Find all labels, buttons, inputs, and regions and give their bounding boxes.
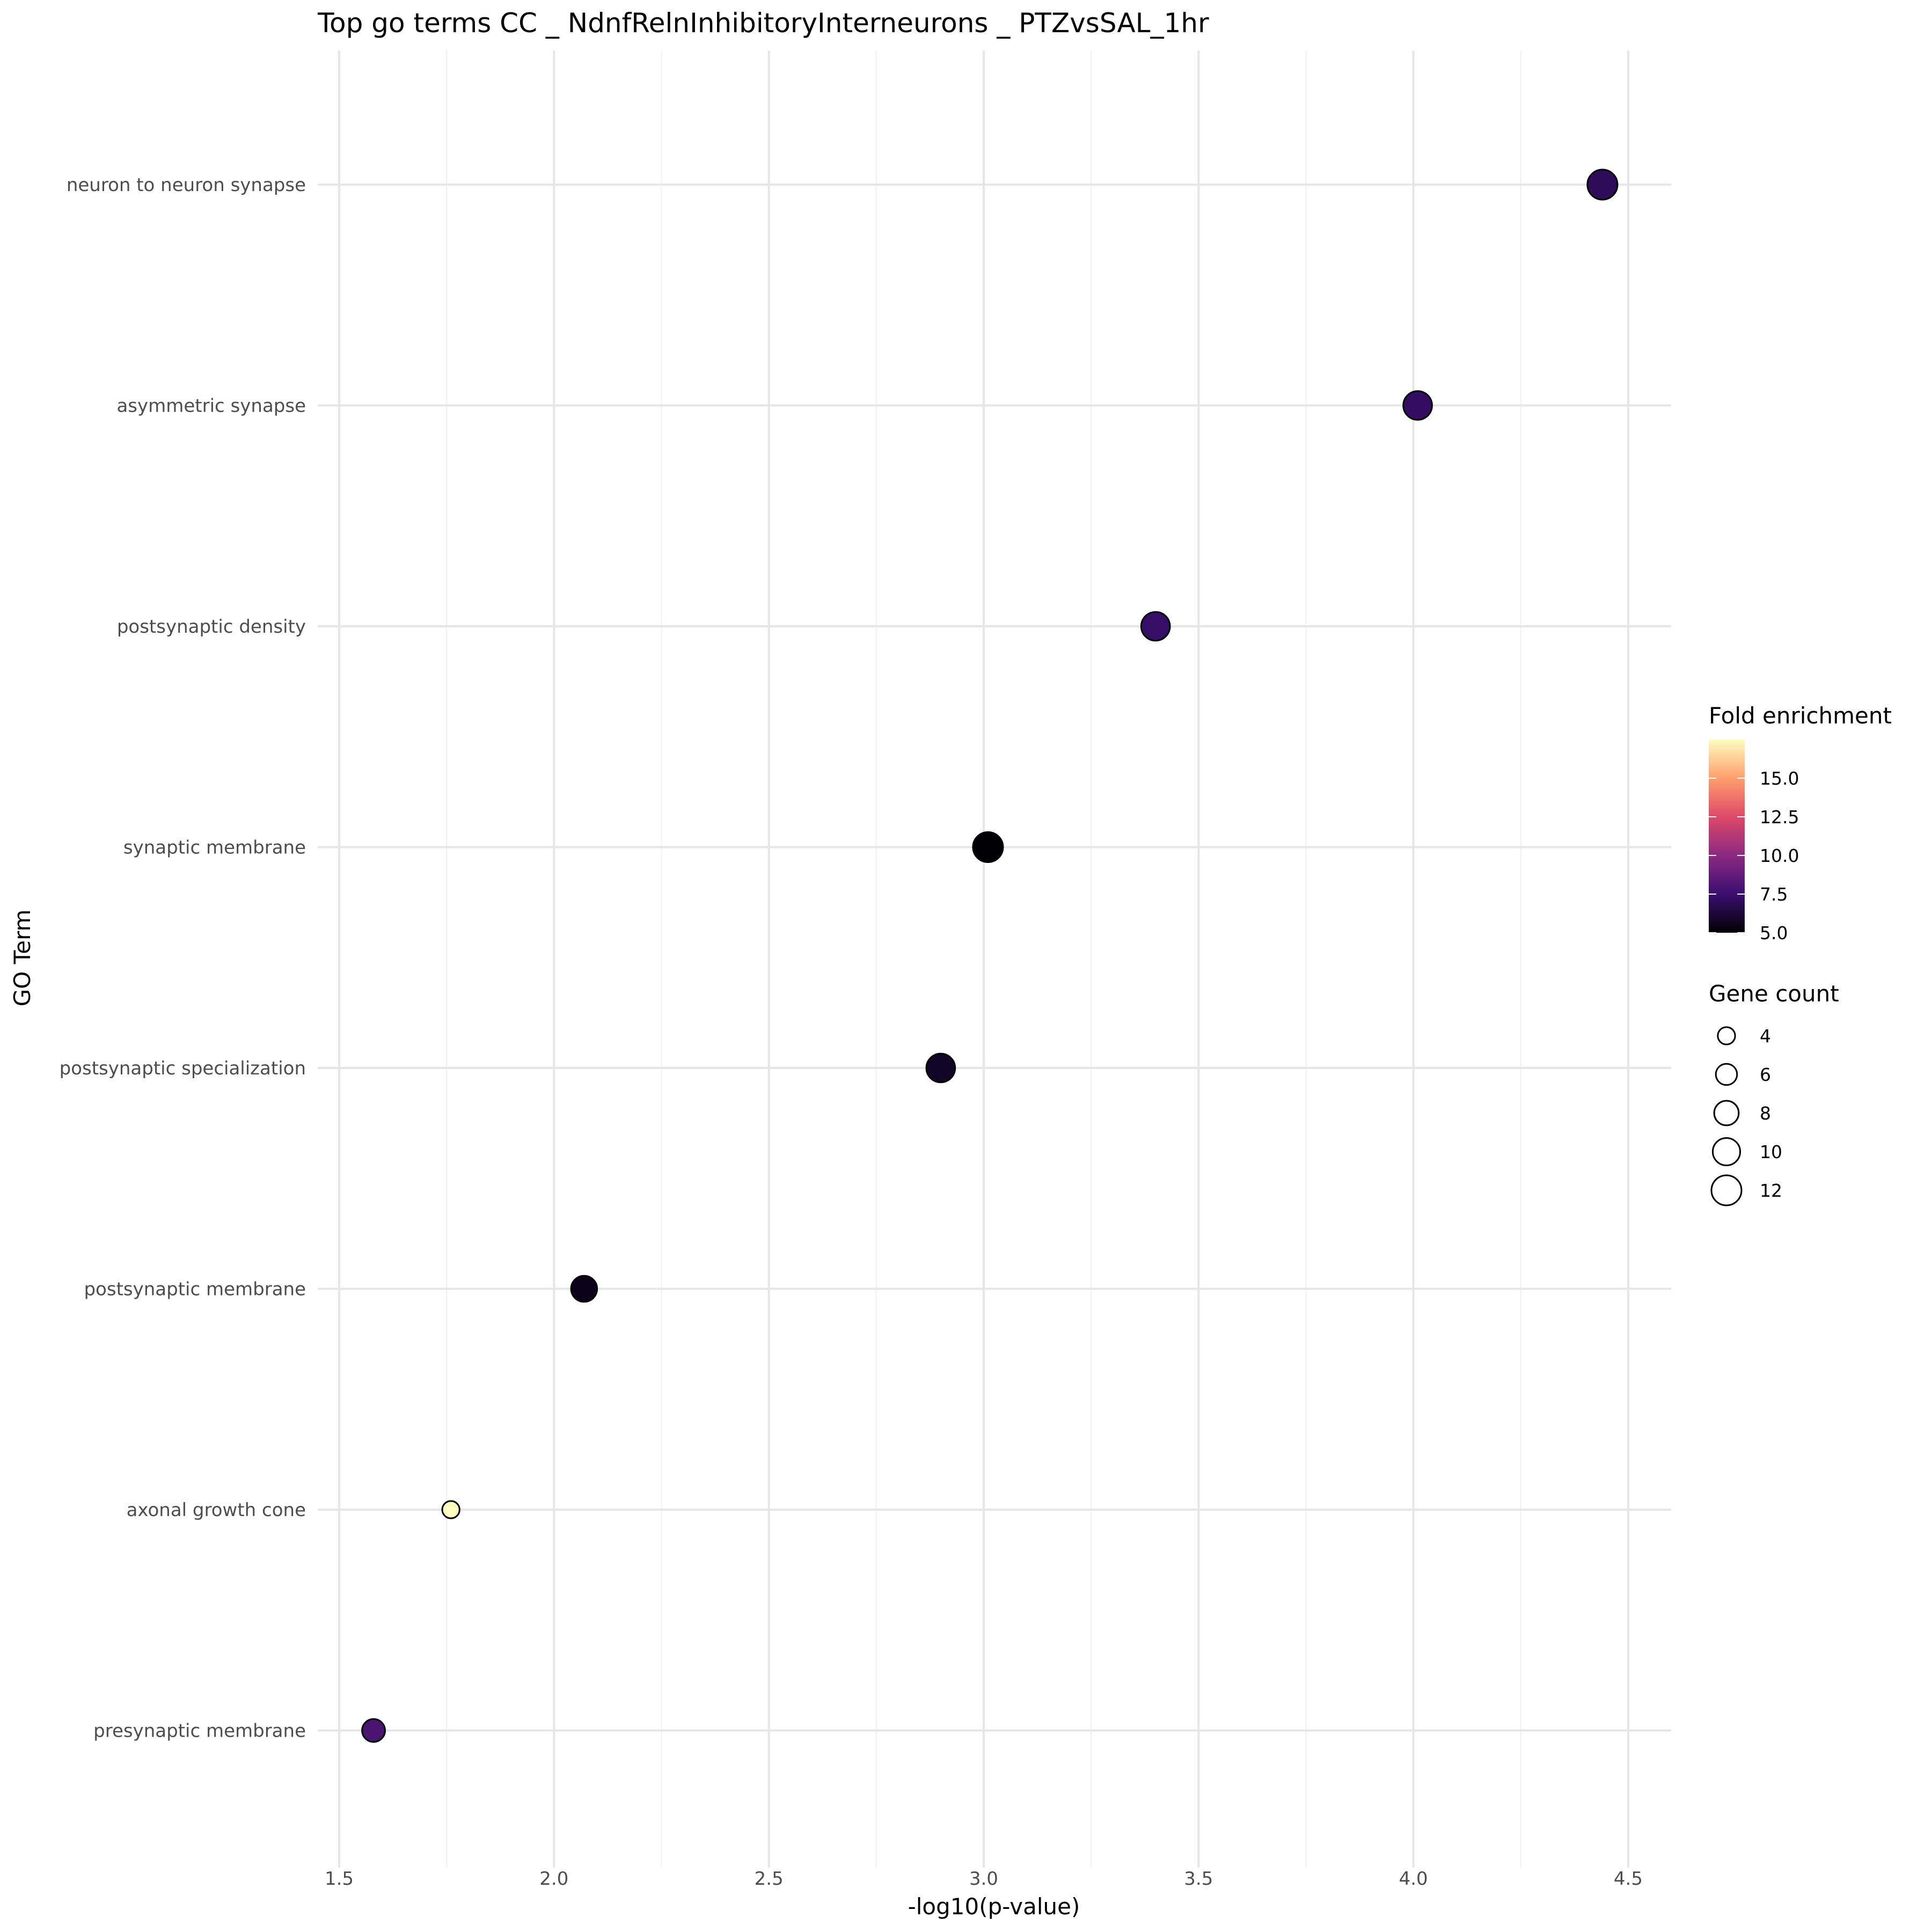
y-tick-label: neuron to neuron synapse bbox=[67, 174, 306, 196]
y-tick-label: postsynaptic membrane bbox=[84, 1279, 306, 1300]
x-tick-label: 4.0 bbox=[1399, 1868, 1428, 1890]
y-tick-label: presynaptic membrane bbox=[93, 1721, 306, 1742]
color-bar bbox=[1709, 740, 1745, 933]
size-legend: Gene count 4 6 8 10 12 bbox=[1709, 980, 1839, 1206]
data-point bbox=[570, 1275, 598, 1303]
color-legend-label: 5.0 bbox=[1760, 923, 1788, 943]
x-tick-label: 2.5 bbox=[755, 1868, 784, 1890]
y-tick-labels: neuron to neuron synapse asymmetric synap… bbox=[60, 174, 306, 1742]
x-axis-title: -log10(p-value) bbox=[908, 1893, 1080, 1920]
x-tick-label: 3.0 bbox=[969, 1868, 998, 1890]
size-legend-symbol bbox=[1710, 1174, 1743, 1206]
size-legend-label: 12 bbox=[1760, 1180, 1782, 1201]
size-legend-symbol bbox=[1715, 1063, 1738, 1086]
color-legend: Fold enrichment 15.0 12.5 10.0 7.5 5.0 bbox=[1709, 702, 1892, 943]
y-tick-label: axonal growth cone bbox=[127, 1499, 306, 1521]
size-legend-symbol bbox=[1717, 1026, 1736, 1045]
grid-lines bbox=[318, 50, 1671, 1868]
y-tick-label: synaptic membrane bbox=[123, 837, 306, 859]
y-tick-label: postsynaptic density bbox=[117, 616, 306, 638]
x-tick-label: 1.5 bbox=[325, 1868, 354, 1890]
x-tick-labels: 1.5 2.0 2.5 3.0 3.5 4.0 4.5 bbox=[325, 1868, 1643, 1890]
color-legend-label: 12.5 bbox=[1760, 807, 1799, 828]
y-axis-title: GO Term bbox=[9, 910, 35, 1007]
color-legend-label: 10.0 bbox=[1760, 845, 1799, 866]
size-legend-label: 10 bbox=[1760, 1141, 1782, 1162]
data-point bbox=[972, 831, 1004, 863]
data-point bbox=[925, 1052, 956, 1084]
color-legend-label: 7.5 bbox=[1760, 884, 1788, 905]
data-points bbox=[361, 169, 1619, 1743]
data-point bbox=[1402, 390, 1433, 421]
data-point bbox=[1140, 611, 1171, 642]
x-tick-label: 4.5 bbox=[1614, 1868, 1643, 1890]
y-tick-label: asymmetric synapse bbox=[116, 396, 306, 417]
color-legend-title: Fold enrichment bbox=[1709, 702, 1892, 729]
size-legend-label: 6 bbox=[1760, 1064, 1771, 1085]
size-legend-label: 8 bbox=[1760, 1103, 1771, 1124]
data-point bbox=[361, 1718, 386, 1743]
size-legend-title: Gene count bbox=[1709, 980, 1839, 1007]
size-legend-label: 4 bbox=[1760, 1026, 1771, 1046]
x-tick-label: 2.0 bbox=[539, 1868, 568, 1890]
chart-title: Top go terms CC _ NdnfRelnInhibitoryInte… bbox=[317, 8, 1209, 39]
data-point bbox=[1586, 169, 1619, 201]
y-tick-label: postsynaptic specialization bbox=[60, 1058, 306, 1079]
color-legend-label: 15.0 bbox=[1760, 768, 1799, 789]
x-tick-label: 3.5 bbox=[1184, 1868, 1213, 1890]
data-point bbox=[441, 1500, 460, 1519]
size-legend-symbol bbox=[1713, 1100, 1740, 1126]
size-legend-symbol bbox=[1711, 1137, 1741, 1167]
